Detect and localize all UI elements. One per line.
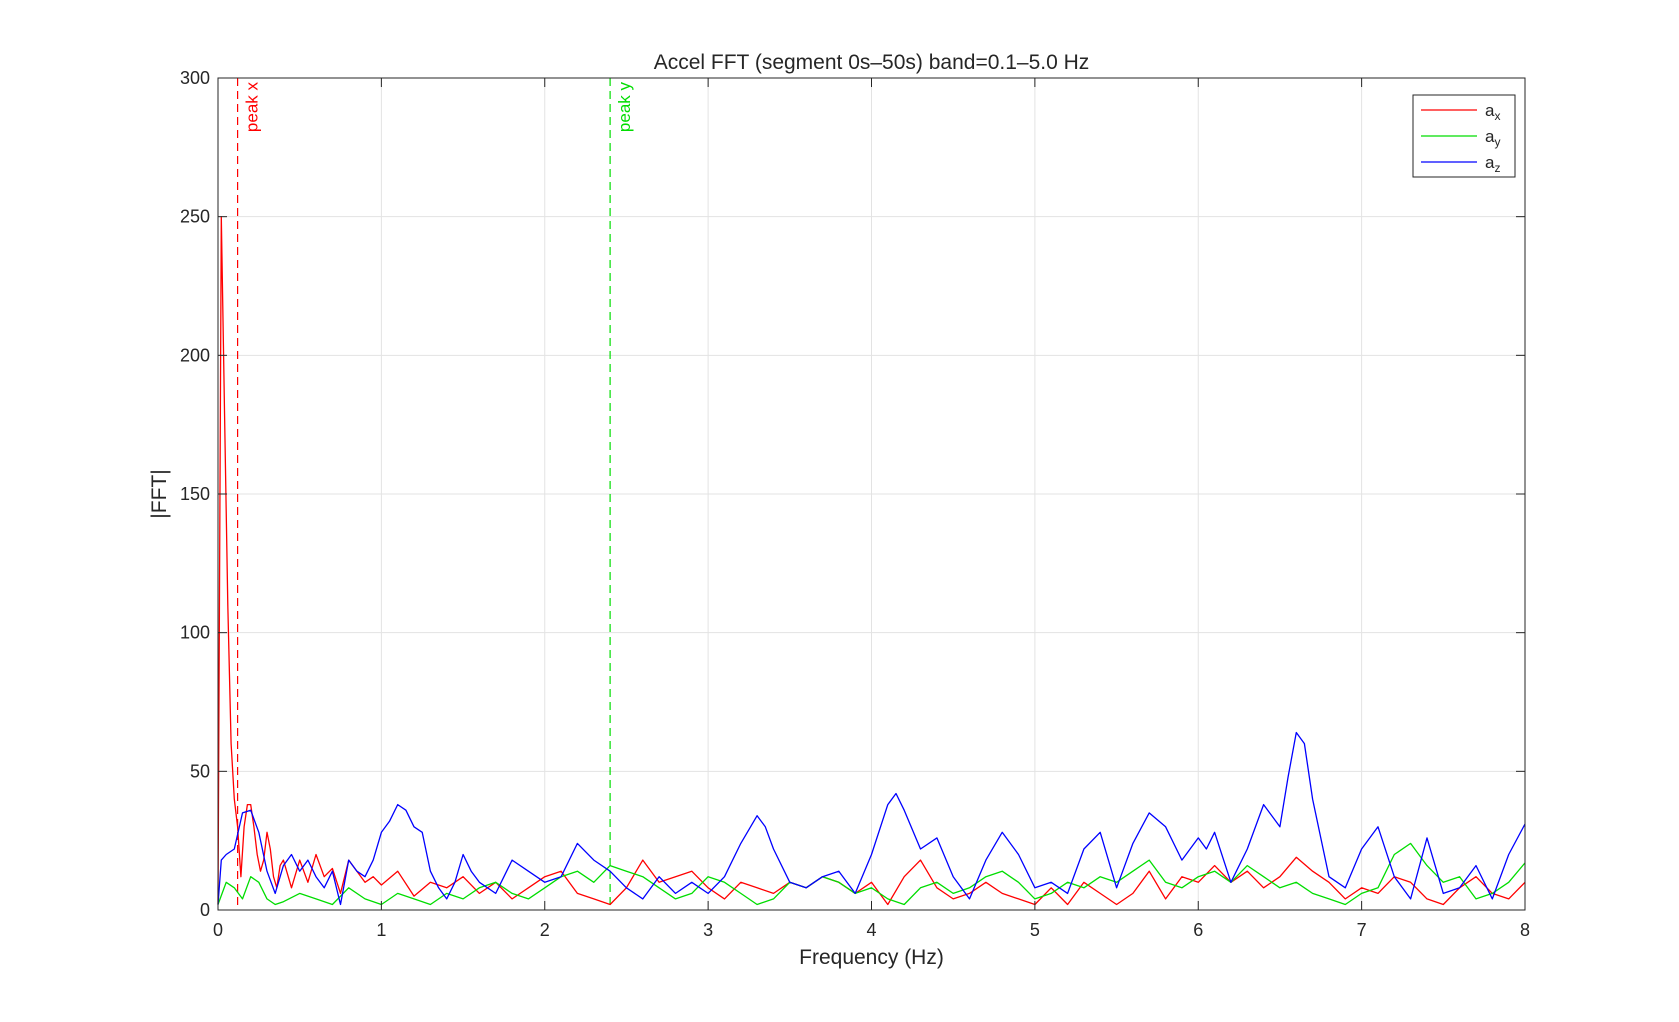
y-tick-label: 0 [200,900,210,920]
x-tick-label: 1 [376,920,386,940]
peak-label: peak x [243,82,262,133]
x-tick-label: 8 [1520,920,1530,940]
x-tick-label: 6 [1193,920,1203,940]
x-tick-label: 2 [540,920,550,940]
chart-title: Accel FFT (segment 0s–50s) band=0.1–5.0 … [654,51,1090,74]
x-tick-label: 0 [213,920,223,940]
y-tick-label: 150 [180,484,210,504]
series-line-az [217,731,1526,906]
y-tick-label: 200 [180,345,210,365]
x-tick-label: 3 [703,920,713,940]
y-tick-label: 300 [180,68,210,88]
series-line-ax [217,216,1526,906]
y-axis-label: |FFT| [148,469,171,518]
axis-ticks: 0 1 2 3 4 5 6 7 8 0 50 100 150 200 250 300 [180,68,1530,940]
y-tick-label: 250 [180,207,210,227]
peak-label: peak y [615,82,634,133]
y-tick-label: 50 [190,761,210,781]
x-tick-label: 4 [866,920,876,940]
x-tick-label: 7 [1357,920,1367,940]
x-axis-label: Frequency (Hz) [799,946,944,969]
y-tick-label: 100 [180,623,210,643]
peak-annotations: peak x peak y [237,78,634,910]
x-tick-label: 5 [1030,920,1040,940]
